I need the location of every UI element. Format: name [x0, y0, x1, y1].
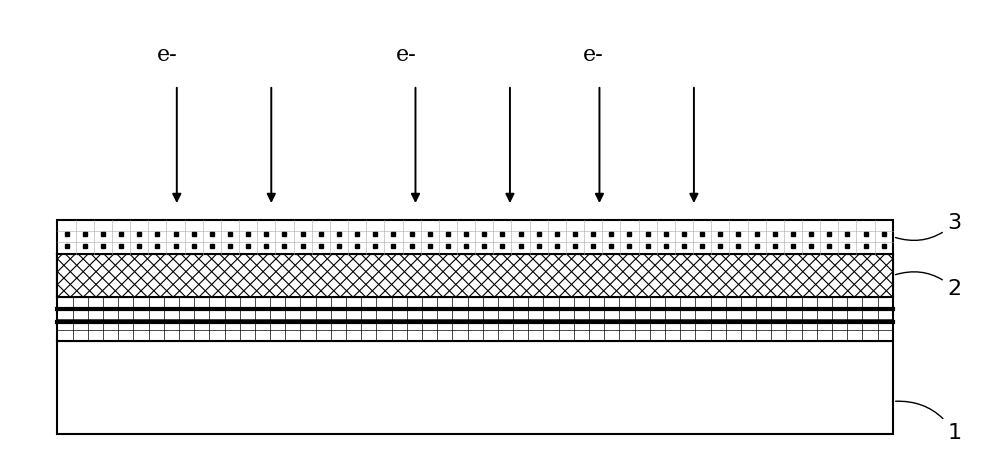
Bar	[57, 254, 893, 297]
Text: 2: 2	[895, 272, 962, 299]
Bar	[57, 254, 893, 297]
Bar	[57, 297, 893, 340]
Text: e-: e-	[583, 44, 603, 66]
Bar	[57, 340, 893, 434]
Text: 1: 1	[896, 401, 962, 444]
Text: e-: e-	[157, 44, 178, 66]
Text: e-: e-	[396, 44, 416, 66]
Text: 3: 3	[895, 213, 962, 240]
Bar	[57, 219, 893, 254]
